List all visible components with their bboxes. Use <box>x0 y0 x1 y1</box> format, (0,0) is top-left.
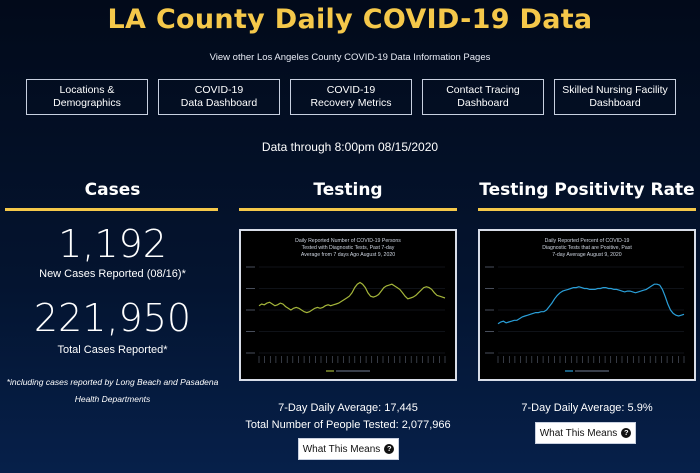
positivity-chart-svg: Daily Reported Percent of COVID-19Diagno… <box>485 238 685 372</box>
nav-bar: Locations & Demographics COVID-19 Data D… <box>26 79 676 115</box>
testing-what-this-means-button[interactable]: What This Means ? <box>298 438 399 460</box>
nav-subtitle: View other Los Angeles County COVID-19 D… <box>209 52 491 63</box>
cases-heading: Cases <box>84 180 141 200</box>
question-circle-icon: ? <box>384 444 395 454</box>
chart-title-line: 7-day Average August 9, 2020 <box>552 252 622 258</box>
testing-heading: Testing <box>313 180 383 200</box>
cases-footnote: *including cases reported by Long Beach … <box>6 377 219 404</box>
positivity-what-this-means-button[interactable]: What This Means ? <box>535 422 636 444</box>
nav-skilled-nursing-button[interactable]: Skilled Nursing Facility Dashboard <box>554 79 676 115</box>
chart-series-line <box>497 283 685 325</box>
data-through-text: Data through 8:00pm 08/15/2020 <box>261 140 439 154</box>
chart-title-line: Daily Reported Percent of COVID-19 <box>545 238 630 244</box>
new-cases-label: New Cases Reported (08/16)* <box>39 268 186 280</box>
chart-title-line: Daily Reported Number of COVID-19 Person… <box>295 238 401 244</box>
chart-title-line: Diagnostic Tests that are Positive, Past <box>542 245 632 251</box>
testing-what-this-means-label: What This Means <box>302 443 381 455</box>
total-cases-label: Total Cases Reported* <box>57 344 168 356</box>
nav-contact-tracing-button[interactable]: Contact Tracing Dashboard <box>422 79 544 115</box>
positivity-what-this-means-label: What This Means <box>539 427 618 439</box>
chart-series-line <box>258 281 446 314</box>
nav-recovery-metrics-button[interactable]: COVID-19 Recovery Metrics <box>290 79 412 115</box>
testing-average: 7-Day Daily Average: 17,445 <box>278 402 418 414</box>
testing-total: Total Number of People Tested: 2,077,966 <box>245 419 451 431</box>
positivity-heading: Testing Positivity Rate <box>479 180 695 200</box>
testing-divider <box>239 208 457 211</box>
new-cases-value: 1,192 <box>58 222 167 266</box>
chart-title-line: Average from 7 days Ago August 9, 2020 <box>301 252 395 258</box>
nav-locations-demographics-button[interactable]: Locations & Demographics <box>26 79 148 115</box>
testing-chart-svg: Daily Reported Number of COVID-19 Person… <box>246 238 446 372</box>
chart-title-line: Tested with Diagnostic Tests, Past 7-day <box>302 245 395 251</box>
nav-data-dashboard-button[interactable]: COVID-19 Data Dashboard <box>158 79 280 115</box>
testing-chart[interactable]: Daily Reported Number of COVID-19 Person… <box>239 229 457 381</box>
question-circle-icon: ? <box>621 428 632 438</box>
total-cases-value: 221,950 <box>33 296 192 340</box>
positivity-divider <box>478 208 696 211</box>
positivity-average: 7-Day Daily Average: 5.9% <box>521 402 653 414</box>
positivity-chart[interactable]: Daily Reported Percent of COVID-19 Diagno… <box>478 229 696 381</box>
cases-divider <box>5 208 218 211</box>
page-title: LA County Daily COVID-19 Data <box>107 4 593 35</box>
